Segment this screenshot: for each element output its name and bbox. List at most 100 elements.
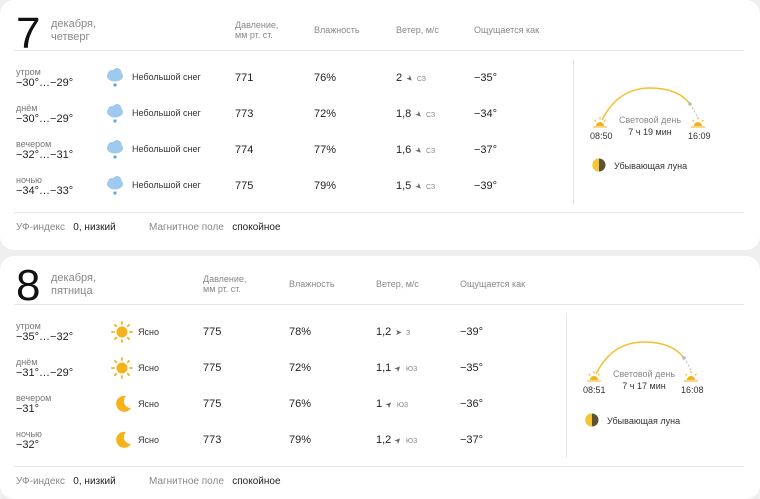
humidity-value: 78% [289, 326, 312, 338]
uv-label: УФ-индекс [16, 476, 65, 487]
uv-index: УФ-индекс 0, низкий [16, 475, 116, 488]
period-temp: −30°…−29° [16, 77, 74, 89]
wind-arrow-icon: ➤ [392, 435, 404, 447]
wind-arrow-icon: ➤ [392, 363, 404, 375]
daylight-arc [601, 87, 699, 121]
wind-direction: СЗ [426, 148, 436, 155]
vertical-divider [573, 60, 574, 204]
period-temp: −32° [16, 439, 40, 451]
wind-value: 1,1➤ ЮЗ [376, 361, 417, 377]
wind-speed: 1,6 [396, 144, 412, 156]
magnetic-value: спокойное [232, 476, 281, 487]
wind-value: 2 ➤СЗ [396, 71, 426, 87]
moon-phase: Убывающая луна [607, 416, 681, 426]
sunset-icon [691, 117, 705, 128]
daylight-label: Световой день [612, 369, 676, 379]
wind-speed: 1 [376, 398, 383, 410]
period-temp: −34°…−33° [16, 185, 74, 197]
feels-like-value: −39° [474, 180, 498, 192]
period-label: вечером [16, 393, 52, 403]
header-pressure: Давление, [203, 274, 247, 284]
feels-like-value: −35° [474, 72, 498, 84]
moon-icon [116, 395, 131, 412]
day-weekday: пятница [51, 285, 93, 297]
period-temp: −31° [16, 403, 40, 415]
day-weekday: четверг [51, 31, 90, 43]
daylight-label: Световой день [618, 115, 682, 125]
snow-cloud-icon [107, 140, 123, 159]
wind-value: 1,8 ➤СЗ [396, 107, 435, 123]
wind-direction: ЮЗ [406, 366, 418, 373]
wind-arrow-icon: ➤ [413, 145, 425, 157]
snow-cloud-icon [107, 68, 123, 87]
pressure-value: 775 [203, 326, 222, 338]
header-wind: Ветер, м/с [396, 25, 439, 35]
feels-like-value: −37° [460, 434, 484, 446]
moon-icon [116, 431, 131, 448]
period-label: днём [16, 357, 38, 367]
day-month: декабря, [51, 272, 97, 284]
day-number: 7 [16, 9, 41, 58]
moon-phase: Убывающая луна [614, 161, 688, 171]
wind-speed: 2 [396, 72, 403, 84]
wind-arrow-icon: ➤ [383, 399, 395, 411]
header-pressure: Давление, [235, 20, 279, 30]
daylight-arc [595, 341, 693, 375]
wind-direction: ЮЗ [406, 438, 418, 445]
wind-direction: З [406, 330, 411, 337]
sunset-time: 16:09 [688, 131, 711, 141]
humidity-value: 76% [314, 72, 337, 84]
wind-value: 1,6 ➤СЗ [396, 143, 435, 159]
wind-speed: 1,1 [376, 362, 392, 374]
humidity-value: 72% [314, 108, 337, 120]
wind-arrow-icon: ➤ [404, 73, 416, 85]
wind-direction: СЗ [426, 112, 436, 119]
pressure-value: 775 [235, 180, 254, 192]
waning-moon-icon [585, 413, 599, 427]
pressure-value: 771 [235, 72, 254, 84]
pressure-value: 775 [203, 362, 222, 374]
period-label: вечером [16, 139, 52, 149]
pressure-value: 773 [235, 108, 254, 120]
sunset-time: 16:08 [681, 385, 704, 395]
condition: Небольшой снег [132, 144, 201, 154]
wind-direction: СЗ [426, 184, 436, 191]
uv-value: 0, низкий [73, 222, 116, 233]
header-pressure-unit: мм рт. ст. [203, 284, 241, 294]
sun-icon [111, 321, 133, 343]
wind-direction: ЮЗ [396, 402, 409, 409]
header-pressure-unit: мм рт. ст. [235, 30, 273, 40]
condition: Небольшой снег [132, 180, 201, 190]
sunrise-time: 08:51 [583, 385, 606, 395]
snow-cloud-icon [107, 104, 123, 123]
period-label: днём [16, 103, 38, 113]
divider [14, 212, 744, 213]
magnetic-field: Магнитное поле спокойное [149, 221, 281, 234]
header-humidity: Влажность [314, 25, 360, 35]
wind-arrow-icon: ➤ [413, 181, 425, 193]
period-label: ночью [16, 429, 42, 439]
wind-value: 1,2 ➤ З [376, 325, 410, 341]
uv-index: УФ-индекс 0, низкий [16, 221, 116, 234]
sunset-icon [684, 371, 698, 382]
pressure-value: 773 [203, 434, 222, 446]
condition: Ясно [138, 435, 159, 445]
header-feels-like: Ощущается как [474, 25, 540, 35]
feels-like-value: −35° [460, 362, 484, 374]
feels-like-value: −36° [460, 398, 484, 410]
day-number: 8 [16, 261, 41, 310]
day-card-7: 7 декабря, четверг Давление, мм рт. ст. … [0, 0, 760, 250]
humidity-value: 79% [314, 180, 337, 192]
feels-like-value: −39° [460, 326, 484, 338]
period-label: утром [16, 67, 41, 77]
sunrise-icon [593, 117, 607, 128]
uv-label: УФ-индекс [16, 222, 65, 233]
wind-value: 1➤ ЮЗ [376, 397, 408, 413]
period-temp: −30°…−29° [16, 113, 74, 125]
sun-icon [111, 357, 133, 379]
magnetic-label: Магнитное поле [149, 476, 224, 487]
feels-like-value: −37° [474, 144, 498, 156]
day-card-8: 8 декабря, пятница Давление, мм рт. ст. … [0, 256, 760, 499]
daylight-length: 7 ч 17 мин [622, 381, 666, 391]
period-label: утром [16, 321, 41, 331]
